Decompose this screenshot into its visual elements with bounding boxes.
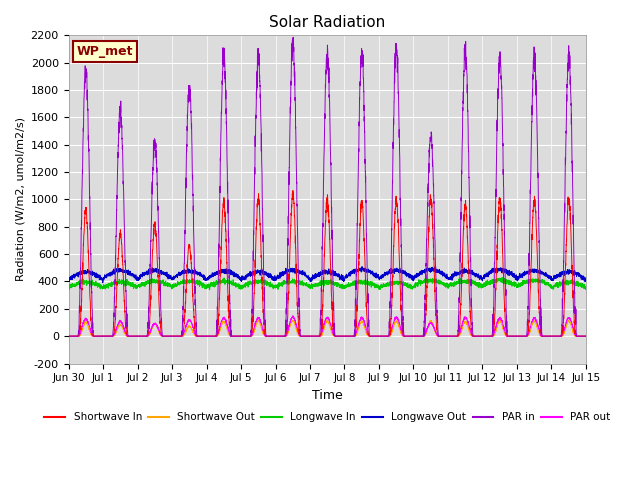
Legend: Shortwave In, Shortwave Out, Longwave In, Longwave Out, PAR in, PAR out: Shortwave In, Shortwave Out, Longwave In… [40, 408, 614, 426]
Title: Solar Radiation: Solar Radiation [269, 15, 385, 30]
Text: WP_met: WP_met [76, 45, 132, 58]
Y-axis label: Radiation (W/m2, umol/m2/s): Radiation (W/m2, umol/m2/s) [15, 118, 25, 281]
X-axis label: Time: Time [312, 389, 342, 402]
